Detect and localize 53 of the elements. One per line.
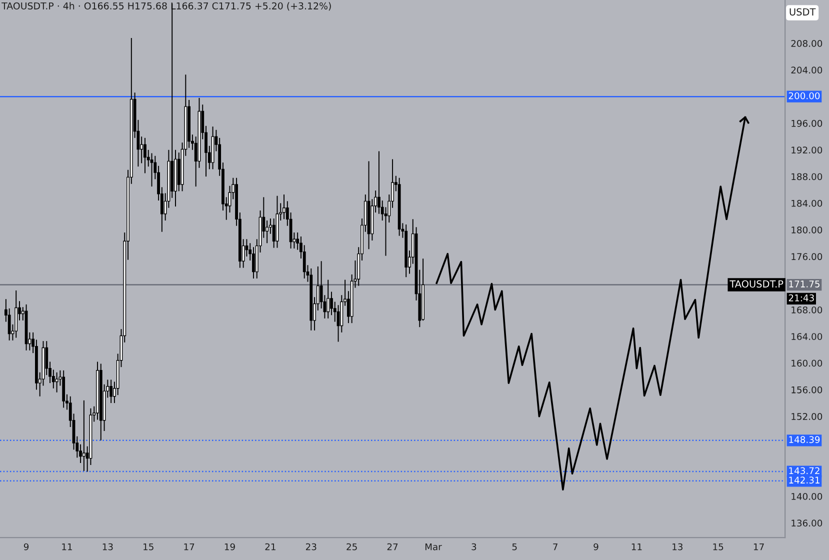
- y-tick-label: 208.00: [791, 40, 822, 47]
- x-tick-label: 27: [387, 543, 398, 550]
- ref-line-label: 200.00: [788, 92, 820, 100]
- candlestick: [110, 379, 113, 404]
- x-tick-label: 19: [224, 543, 235, 550]
- candlestick: [55, 372, 58, 393]
- y-tick-label: 204.00: [791, 66, 822, 74]
- y-tick-label: 168.00: [792, 306, 822, 314]
- candlestick: [62, 370, 66, 408]
- x-tick-label: 9: [594, 543, 598, 550]
- x-tick-label: 11: [632, 543, 642, 550]
- ref-line-label: 142.31: [789, 476, 820, 484]
- x-tick-label: 7: [553, 543, 558, 550]
- candlestick: [150, 152, 154, 188]
- ref-line-label: 171.75: [789, 280, 820, 288]
- y-tick-label: 184.00: [792, 200, 822, 207]
- y-tick-label: 164.00: [792, 333, 822, 340]
- y-tick-label: 152.00: [792, 413, 822, 420]
- ref-line-label: 148.39: [789, 436, 820, 444]
- text: 21:43: [788, 294, 814, 302]
- candlestick: [282, 194, 286, 220]
- y-tick-label: 188.00: [792, 173, 822, 180]
- candlestick: [252, 246, 255, 279]
- x-tick-label: 13: [102, 543, 113, 550]
- y-tick-label: 176.00: [792, 253, 822, 260]
- x-tick-label: 15: [713, 543, 724, 550]
- x-tick-label: 13: [672, 543, 682, 550]
- y-tick-label: 160.00: [792, 360, 822, 367]
- ref-line-label: 143.72: [789, 467, 820, 474]
- x-tick-label: Mar: [425, 543, 442, 550]
- candlestick: [266, 220, 269, 244]
- annotation: TAOUSDT.P: [730, 280, 784, 288]
- y-tick-label: 180.00: [792, 226, 822, 234]
- x-tick-label: 25: [346, 543, 357, 550]
- candlestick: [14, 290, 18, 338]
- x-tick-label: 17: [184, 543, 194, 550]
- y-tick-label: 156.00: [792, 386, 822, 394]
- candlestick: [144, 137, 146, 174]
- y-tick-label: 136.00: [792, 520, 822, 527]
- x-tick-label: 17: [754, 543, 764, 550]
- y-tick-label: 192.00: [792, 146, 822, 154]
- y-tick-label: 140.00: [792, 492, 822, 500]
- x-tick-label: 21: [265, 543, 276, 550]
- x-tick-label: 5: [512, 543, 517, 550]
- y-tick-label: 196.00: [792, 120, 822, 127]
- x-tick-label: 3: [472, 543, 476, 550]
- candlestick: [326, 279, 330, 319]
- candlestick: [82, 400, 86, 472]
- y-axis-title: USDT: [790, 8, 816, 16]
- x-tick-label: 15: [144, 543, 154, 550]
- x-tick-label: 23: [306, 543, 316, 550]
- x-tick-label: 9: [24, 543, 29, 550]
- x-tick-label: 11: [62, 543, 72, 550]
